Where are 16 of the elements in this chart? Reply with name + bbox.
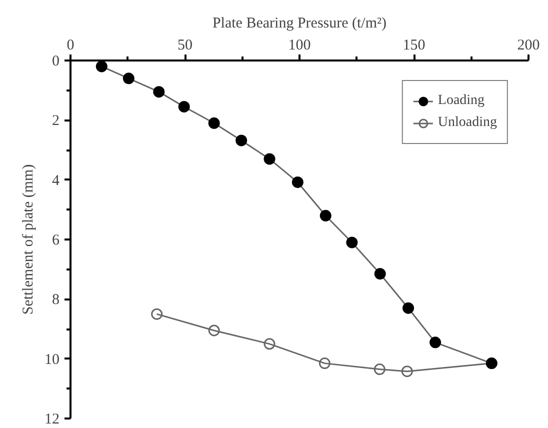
x-tick-label: 0	[66, 38, 74, 54]
x-tick-label: 200	[517, 38, 540, 54]
legend-label: Unloading	[438, 115, 497, 131]
y-tick-label: 0	[52, 54, 60, 70]
y-tick-label: 6	[52, 232, 60, 248]
y-tick-label: 10	[44, 352, 60, 368]
y-axis-title: Settlement of plate (mm)	[20, 164, 36, 315]
x-axis-title: Plate Bearing Pressure (t/m²)	[212, 16, 387, 32]
x-tick-label: 100	[288, 38, 311, 54]
y-tick-label: 12	[44, 412, 60, 428]
y-tick-label: 4	[52, 172, 60, 189]
x-tick-label: 150	[402, 38, 426, 54]
y-tick-label: 2	[52, 113, 60, 130]
y-tick-label: 8	[52, 292, 60, 308]
x-tick-label: 50	[178, 38, 192, 54]
legend-label: Loading	[438, 93, 485, 109]
